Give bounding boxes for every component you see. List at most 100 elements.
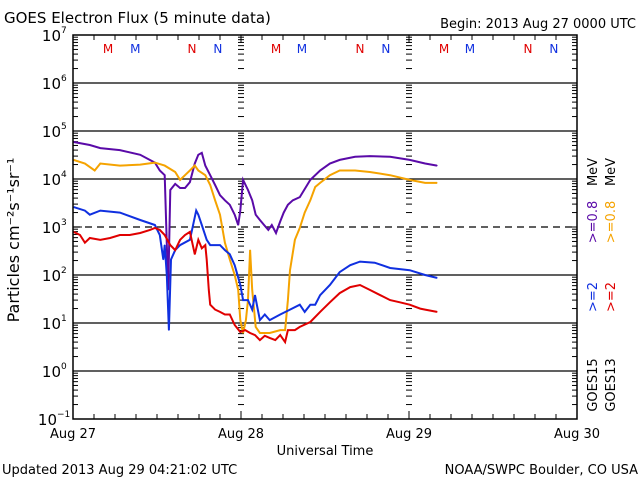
- data-point: [279, 220, 281, 223]
- marker-n: N: [381, 42, 390, 56]
- data-point: [209, 174, 211, 176]
- y-tick-base: 10: [38, 411, 57, 429]
- data-point: [201, 224, 203, 226]
- credit-label: NOAA/SWPC Boulder, CO USA: [445, 463, 638, 478]
- legend-unit: MeV: [604, 158, 619, 186]
- data-point: [189, 231, 191, 233]
- data-point: [234, 214, 236, 216]
- data-point: [284, 341, 286, 343]
- data-point: [271, 224, 273, 226]
- data-point: [214, 184, 216, 186]
- data-point: [169, 189, 171, 191]
- y-tick-base: 10: [42, 123, 61, 141]
- data-point: [239, 284, 241, 286]
- data-point: [229, 204, 231, 206]
- data-point: [424, 274, 426, 276]
- x-axis-label: Universal Time: [277, 444, 374, 459]
- data-point: [162, 258, 164, 261]
- data-point: [424, 162, 426, 165]
- data-point: [197, 214, 199, 216]
- data-point: [139, 232, 141, 234]
- data-point: [201, 247, 203, 249]
- y-tick-exponent: 0: [61, 362, 67, 372]
- data-point: [289, 309, 291, 311]
- data-point: [209, 244, 211, 246]
- data-point: [409, 159, 411, 161]
- data-point: [197, 169, 199, 172]
- updated-label: Updated 2013 Aug 29 04:21:02 UTC: [2, 463, 237, 478]
- y-tick-exponent: 5: [61, 122, 67, 132]
- data-point: [249, 332, 251, 334]
- data-point: [436, 277, 438, 279]
- legend-channel-08mev: >=0.8: [604, 201, 619, 243]
- series-goes13-0-8-mev: [73, 158, 438, 334]
- data-point: [249, 249, 251, 251]
- data-point: [287, 299, 289, 301]
- data-point: [284, 329, 286, 331]
- data-point: [154, 227, 156, 229]
- data-point: [229, 253, 231, 255]
- data-point: [84, 162, 86, 165]
- y-tick-base: 10: [42, 315, 61, 333]
- data-point: [239, 319, 241, 321]
- data-point: [409, 269, 411, 271]
- data-point: [314, 304, 316, 306]
- data-point: [139, 219, 141, 221]
- data-point: [309, 321, 311, 323]
- data-point: [389, 174, 391, 176]
- data-point: [339, 169, 341, 172]
- data-point: [184, 174, 186, 176]
- data-point: [289, 269, 291, 271]
- y-tick-base: 10: [42, 363, 61, 381]
- data-point: [164, 234, 166, 236]
- y-tick-exponent: −1: [57, 410, 70, 420]
- data-point: [279, 334, 281, 336]
- data-point: [184, 187, 186, 189]
- data-point: [314, 186, 316, 188]
- data-point: [219, 311, 221, 313]
- data-point: [129, 234, 131, 236]
- data-point: [299, 196, 301, 198]
- data-point: [309, 199, 311, 201]
- marker-n: N: [524, 42, 533, 56]
- data-point: [99, 239, 101, 241]
- y-tick-exponent: 1: [61, 314, 67, 324]
- data-point: [239, 331, 241, 333]
- series-line: [73, 158, 437, 334]
- data-point: [89, 214, 91, 216]
- data-point: [287, 329, 289, 331]
- data-point: [79, 234, 81, 236]
- data-point: [242, 332, 244, 334]
- data-point: [229, 258, 231, 261]
- marker-m: M: [297, 42, 307, 56]
- data-point: [189, 239, 191, 241]
- data-point: [259, 219, 261, 221]
- y-tick-base: 10: [42, 219, 61, 237]
- marker-n: N: [213, 42, 222, 56]
- legend-channel-2mev: >=2: [604, 282, 619, 312]
- data-point: [229, 313, 231, 316]
- data-point: [214, 199, 216, 201]
- y-tick-base: 10: [42, 267, 61, 285]
- data-point: [339, 292, 341, 294]
- data-point: [374, 262, 376, 264]
- series-goes15-2-mev: [73, 206, 438, 331]
- data-point: [164, 174, 166, 176]
- data-point: [349, 286, 351, 288]
- data-point: [174, 249, 176, 251]
- marker-m: M: [465, 42, 475, 56]
- data-point: [208, 289, 210, 291]
- y-tick-exponent: 6: [61, 74, 67, 84]
- data-point: [436, 182, 438, 184]
- y-tick-label: 10 2: [42, 266, 67, 285]
- data-point: [309, 179, 311, 181]
- data-point: [159, 234, 161, 236]
- y-tick-label: 10 4: [42, 170, 67, 189]
- y-tick-label: 10 6: [42, 74, 67, 93]
- data-point: [339, 271, 341, 273]
- data-point: [309, 304, 311, 306]
- data-point: [263, 224, 265, 226]
- chart-title: GOES Electron Flux (5 minute data): [4, 9, 271, 27]
- data-point: [164, 244, 166, 246]
